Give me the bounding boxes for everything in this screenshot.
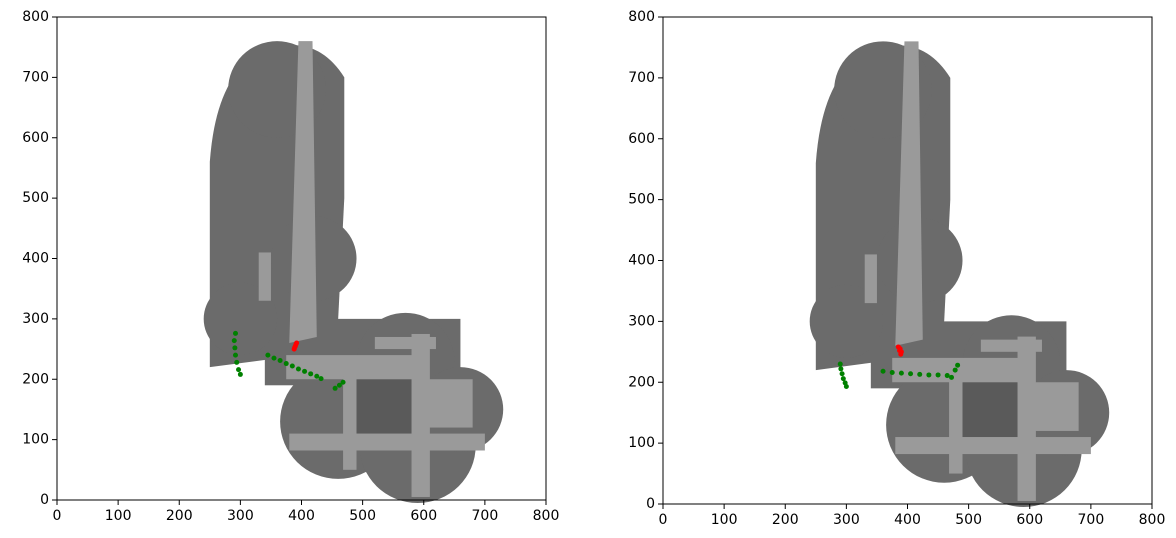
page: {"chart_data": [ {"type": "scatter", "xl… bbox=[0, 0, 1176, 538]
x-tick-label: 600 bbox=[410, 508, 437, 524]
x-tick-label: 700 bbox=[472, 508, 499, 524]
point bbox=[296, 366, 301, 371]
x-tick-label: 100 bbox=[711, 512, 738, 528]
point bbox=[333, 386, 338, 391]
point bbox=[290, 363, 295, 368]
x-tick-label: 400 bbox=[288, 508, 315, 524]
point bbox=[278, 358, 283, 363]
x-tick-label: 800 bbox=[533, 508, 560, 524]
y-tick-label: 800 bbox=[628, 9, 655, 25]
y-tick-label: 700 bbox=[22, 69, 49, 85]
point bbox=[232, 338, 237, 343]
point bbox=[949, 375, 954, 380]
point bbox=[233, 331, 238, 336]
point bbox=[899, 371, 904, 376]
point bbox=[265, 353, 270, 358]
axes: 0 100 200 300 400 500 600 700 800 0 100 200 300 400 50… bbox=[628, 9, 1165, 528]
point bbox=[308, 371, 313, 376]
y-tick-label: 300 bbox=[22, 311, 49, 327]
y-tick-label: 0 bbox=[40, 492, 49, 508]
x-tick-label: 300 bbox=[833, 512, 860, 528]
y-tick-label: 700 bbox=[628, 70, 655, 86]
y-tick-label: 500 bbox=[22, 190, 49, 206]
y-tick-label: 600 bbox=[628, 131, 655, 147]
point bbox=[917, 372, 922, 377]
point bbox=[314, 374, 319, 379]
point bbox=[898, 346, 903, 351]
point bbox=[953, 368, 958, 373]
x-tick-label: 100 bbox=[105, 508, 132, 524]
x-tick-label: 300 bbox=[227, 508, 254, 524]
y-tick-label: 200 bbox=[628, 374, 655, 390]
x-tick-label: 200 bbox=[166, 508, 193, 524]
point bbox=[908, 371, 913, 376]
point bbox=[238, 372, 243, 377]
point bbox=[926, 372, 931, 377]
point bbox=[271, 356, 276, 361]
point bbox=[341, 380, 346, 385]
x-tick-label: 700 bbox=[1078, 512, 1105, 528]
x-tick-label: 800 bbox=[1139, 512, 1166, 528]
y-tick-label: 0 bbox=[646, 496, 655, 512]
point bbox=[234, 360, 239, 365]
y-tick-label: 400 bbox=[628, 253, 655, 269]
y-tick-label: 400 bbox=[22, 251, 49, 267]
axes: 0 100 200 300 400 500 600 700 800 0 100 200 300 400 50… bbox=[22, 9, 559, 524]
x-tick-label: 0 bbox=[53, 508, 62, 524]
y-tick-label: 100 bbox=[628, 435, 655, 451]
point bbox=[841, 376, 846, 381]
y-tick-label: 100 bbox=[22, 432, 49, 448]
x-tick-label: 0 bbox=[659, 512, 668, 528]
point bbox=[890, 370, 895, 375]
x-tick-label: 600 bbox=[1016, 512, 1043, 528]
y-tick-label: 300 bbox=[628, 313, 655, 329]
x-tick-label: 200 bbox=[772, 512, 799, 528]
point bbox=[319, 376, 324, 381]
point bbox=[945, 373, 950, 378]
x-tick-label: 500 bbox=[349, 508, 376, 524]
point bbox=[233, 353, 238, 358]
map-image bbox=[810, 41, 1110, 507]
x-tick-label: 400 bbox=[894, 512, 921, 528]
point bbox=[955, 363, 960, 368]
y-tick-label: 500 bbox=[628, 192, 655, 208]
figure: 0 100 200 300 400 500 600 700 800 0 100 200 300 400 50… bbox=[0, 0, 1176, 534]
y-tick-label: 200 bbox=[22, 371, 49, 387]
point bbox=[236, 367, 241, 372]
y-tick-label: 800 bbox=[22, 9, 49, 25]
point bbox=[232, 345, 237, 350]
map-image bbox=[204, 41, 504, 503]
point bbox=[838, 361, 843, 366]
point bbox=[881, 369, 886, 374]
point bbox=[284, 361, 289, 366]
point bbox=[936, 372, 941, 377]
point bbox=[302, 369, 307, 374]
point bbox=[292, 345, 297, 350]
point bbox=[838, 366, 843, 371]
point bbox=[840, 371, 845, 376]
x-tick-label: 500 bbox=[955, 512, 982, 528]
y-tick-label: 600 bbox=[22, 130, 49, 146]
point bbox=[844, 384, 849, 389]
